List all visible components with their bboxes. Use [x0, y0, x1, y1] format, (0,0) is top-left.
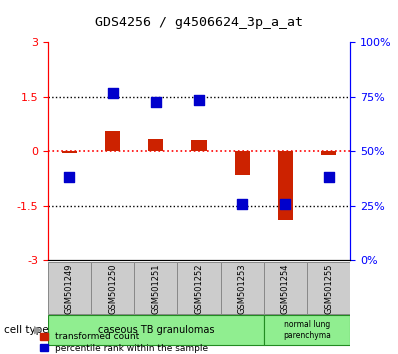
Bar [62, 151, 77, 153]
Point [109, 90, 116, 96]
Legend: transformed count, percentile rank within the sample: transformed count, percentile rank withi… [40, 332, 208, 353]
Bar [105, 131, 120, 151]
Bar [278, 151, 293, 220]
Text: caseous TB granulomas: caseous TB granulomas [98, 325, 214, 335]
Bar [235, 151, 250, 175]
Text: GDS4256 / g4506624_3p_a_at: GDS4256 / g4506624_3p_a_at [95, 16, 303, 29]
Text: GSM501254: GSM501254 [281, 263, 290, 314]
FancyBboxPatch shape [264, 262, 307, 314]
Bar [148, 138, 163, 151]
Point [239, 201, 246, 207]
Text: cell type: cell type [4, 325, 49, 335]
FancyBboxPatch shape [48, 262, 91, 314]
Text: GSM501249: GSM501249 [65, 263, 74, 314]
FancyBboxPatch shape [307, 262, 350, 314]
Text: GSM501255: GSM501255 [324, 263, 333, 314]
FancyBboxPatch shape [220, 262, 264, 314]
FancyBboxPatch shape [178, 262, 220, 314]
Text: GSM501252: GSM501252 [195, 263, 203, 314]
FancyBboxPatch shape [91, 262, 134, 314]
FancyBboxPatch shape [134, 262, 178, 314]
Bar [191, 140, 207, 151]
Text: GSM501251: GSM501251 [151, 263, 160, 314]
Bar [321, 151, 336, 155]
FancyBboxPatch shape [264, 315, 350, 345]
Point [196, 98, 202, 103]
FancyBboxPatch shape [48, 315, 264, 345]
Text: normal lung
parenchyma: normal lung parenchyma [283, 320, 331, 339]
Point [282, 201, 289, 207]
Point [66, 174, 72, 179]
Text: GSM501250: GSM501250 [108, 263, 117, 314]
Point [152, 99, 159, 105]
Text: GSM501253: GSM501253 [238, 263, 247, 314]
Text: ▶: ▶ [33, 325, 42, 335]
Point [326, 174, 332, 179]
